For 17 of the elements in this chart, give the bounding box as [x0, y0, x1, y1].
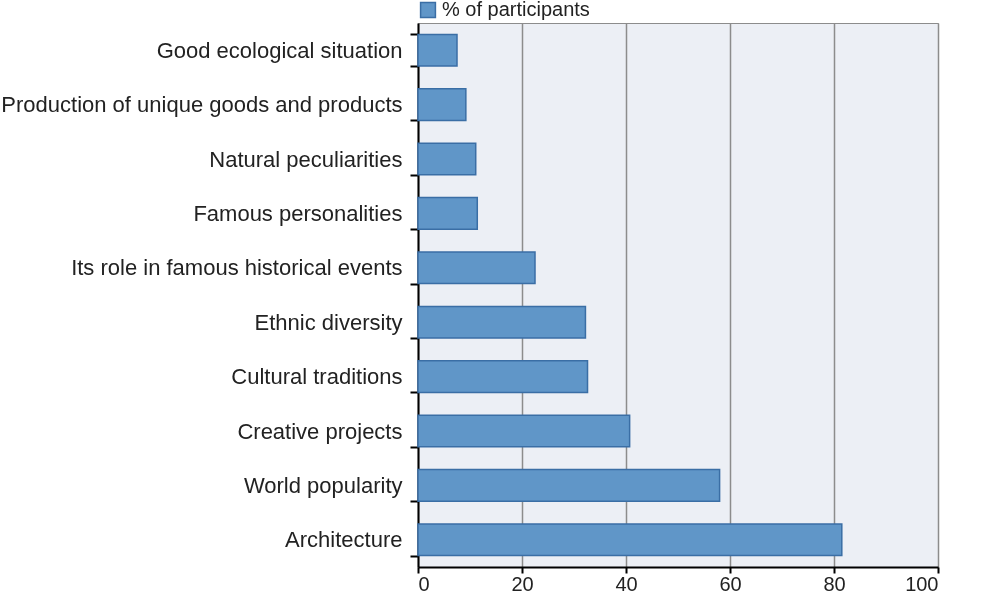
- y-tick-label: Famous personalities: [193, 200, 403, 226]
- y-tick-label: Natural peculiarities: [209, 146, 403, 172]
- y-tick-label: World popularity: [243, 472, 403, 498]
- y-tick-label: Ethnic diversity: [254, 309, 403, 335]
- x-tick-label: 80: [823, 572, 846, 595]
- x-tick-label: 40: [615, 572, 638, 595]
- x-tick-label: 60: [719, 572, 742, 595]
- y-tick-label: Production of unique goods and products: [1, 92, 403, 118]
- legend-label: % of participants: [442, 0, 590, 20]
- x-tick-label: 0: [418, 572, 430, 595]
- y-tick-label: Good ecological situation: [156, 37, 403, 63]
- y-tick-label: Creative projects: [237, 418, 403, 444]
- x-tick-label: 20: [511, 572, 534, 595]
- x-tick-label: 100: [905, 572, 939, 595]
- y-tick-label: Architecture: [285, 527, 403, 553]
- y-tick-label: Cultural traditions: [231, 364, 403, 390]
- y-tick-label: Its role in famous historical events: [71, 255, 403, 281]
